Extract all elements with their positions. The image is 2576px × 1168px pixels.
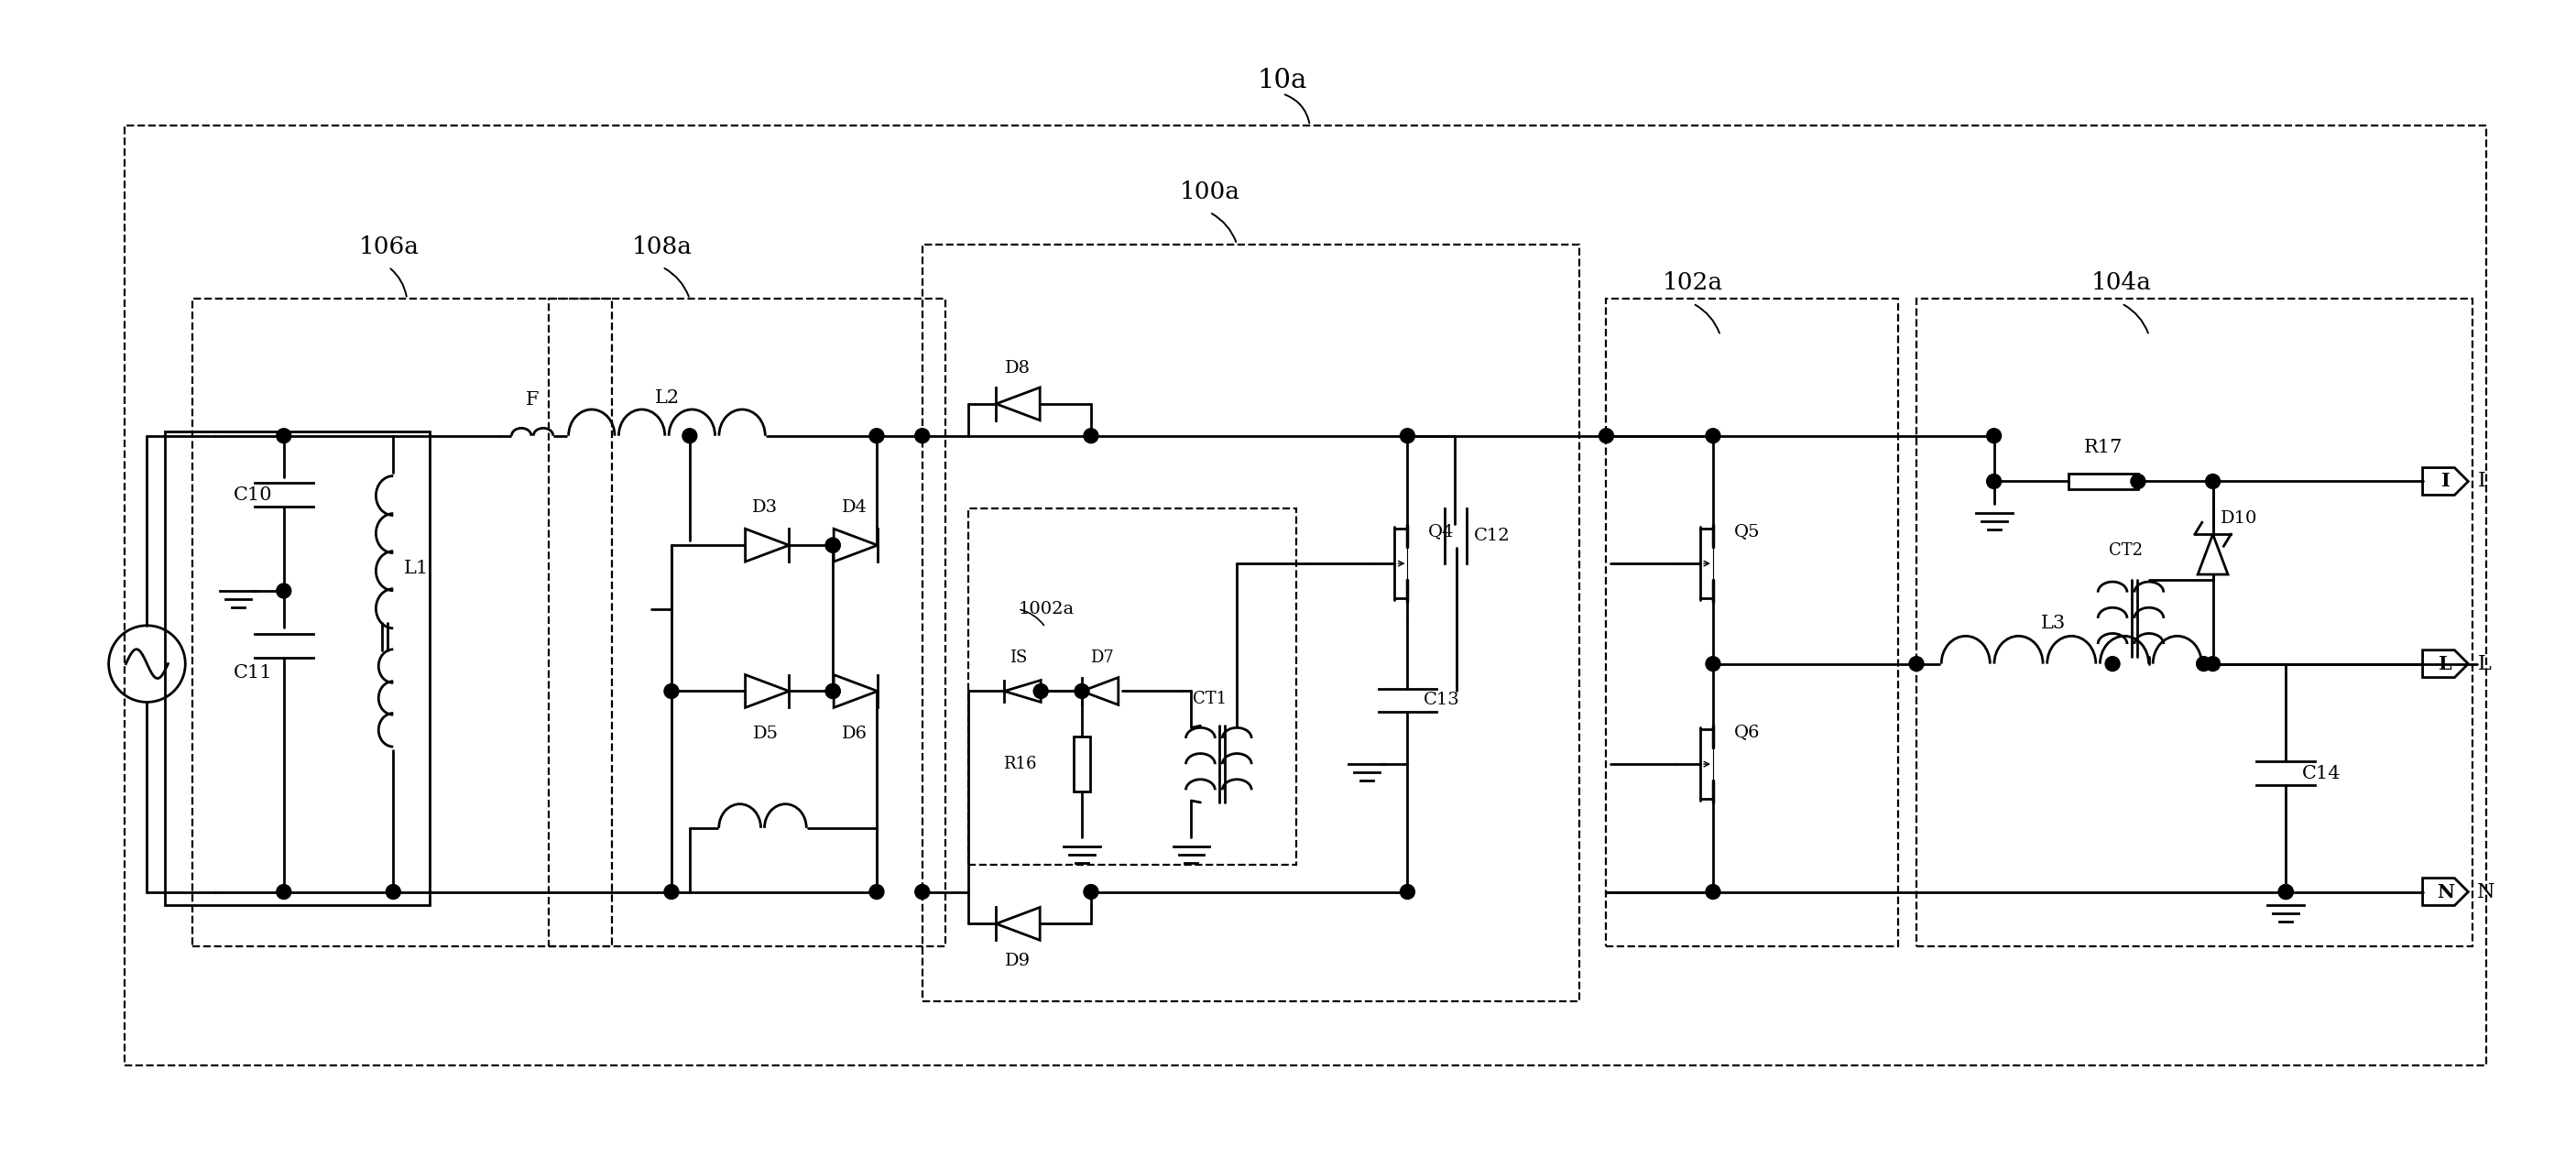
Circle shape (1986, 429, 2002, 443)
Circle shape (1909, 656, 1924, 672)
Circle shape (1074, 684, 1090, 698)
Bar (1917, 299, 2473, 946)
Text: I: I (2478, 472, 2486, 492)
Polygon shape (2421, 651, 2468, 677)
Circle shape (2130, 474, 2146, 488)
Text: D8: D8 (1005, 360, 1030, 376)
Circle shape (1033, 684, 1048, 698)
Circle shape (2205, 474, 2221, 488)
Circle shape (1705, 656, 1721, 672)
Text: Q5: Q5 (1734, 523, 1759, 540)
Polygon shape (835, 675, 878, 708)
Circle shape (914, 429, 930, 443)
Circle shape (868, 429, 884, 443)
Circle shape (2105, 656, 2120, 672)
Text: L: L (2478, 654, 2491, 674)
Polygon shape (2197, 534, 2228, 575)
Text: 10a: 10a (1257, 68, 1309, 93)
Circle shape (1986, 474, 2002, 488)
Bar (969, 509, 1296, 864)
Text: N: N (2437, 883, 2455, 901)
Circle shape (665, 884, 677, 899)
Circle shape (1705, 884, 1721, 899)
Circle shape (824, 538, 840, 552)
Polygon shape (997, 908, 1041, 940)
Circle shape (276, 429, 291, 443)
Polygon shape (2421, 878, 2468, 905)
Bar (1074, 737, 1090, 792)
Circle shape (824, 538, 840, 552)
Text: D9: D9 (1005, 953, 1030, 969)
Bar (165, 431, 430, 905)
Polygon shape (2421, 467, 2468, 495)
Circle shape (276, 584, 291, 598)
Circle shape (2197, 656, 2210, 672)
Circle shape (2280, 884, 2293, 899)
Text: N: N (2478, 882, 2496, 902)
Text: D10: D10 (2221, 510, 2257, 527)
Circle shape (1084, 884, 1097, 899)
Text: 104a: 104a (2092, 271, 2151, 294)
Polygon shape (744, 675, 788, 708)
Circle shape (683, 429, 698, 443)
Circle shape (2280, 884, 2293, 899)
Circle shape (868, 884, 884, 899)
Text: IS: IS (1010, 649, 1028, 666)
Bar (549, 299, 945, 946)
Text: C10: C10 (234, 486, 273, 503)
Text: 106a: 106a (358, 235, 420, 258)
Bar (1607, 299, 1899, 946)
Text: R17: R17 (2084, 438, 2123, 456)
Text: D7: D7 (1090, 649, 1113, 666)
Text: I: I (2442, 472, 2450, 491)
Text: 100a: 100a (1180, 180, 1239, 203)
Circle shape (824, 684, 840, 698)
Text: 1002a: 1002a (1018, 600, 1074, 618)
Text: L1: L1 (404, 559, 430, 577)
Circle shape (2205, 656, 2221, 672)
Text: D4: D4 (842, 500, 868, 516)
Circle shape (1401, 429, 1414, 443)
Circle shape (665, 684, 677, 698)
Polygon shape (1082, 677, 1118, 704)
Circle shape (1705, 429, 1721, 443)
Text: D6: D6 (842, 725, 868, 743)
Circle shape (1600, 429, 1613, 443)
Text: Q4: Q4 (1430, 523, 1455, 540)
Text: C11: C11 (234, 665, 273, 682)
Circle shape (276, 884, 291, 899)
Text: L: L (2439, 654, 2452, 673)
Text: 108a: 108a (631, 235, 693, 258)
Bar (922, 244, 1579, 1001)
Polygon shape (1005, 680, 1041, 702)
Text: L3: L3 (2040, 614, 2066, 632)
Text: Q6: Q6 (1734, 724, 1759, 741)
Circle shape (824, 684, 840, 698)
Text: CT1: CT1 (1193, 691, 1226, 708)
Polygon shape (744, 529, 788, 562)
Text: C12: C12 (1473, 528, 1510, 544)
Bar (2069, 473, 2138, 489)
Polygon shape (835, 529, 878, 562)
Text: L2: L2 (654, 389, 680, 406)
Text: 102a: 102a (1662, 271, 1723, 294)
Text: C13: C13 (1425, 693, 1461, 709)
Bar (124, 126, 2486, 1065)
Polygon shape (997, 388, 1041, 420)
Circle shape (1084, 429, 1097, 443)
Text: R16: R16 (1002, 756, 1036, 772)
Circle shape (914, 884, 930, 899)
Circle shape (386, 884, 399, 899)
Text: C14: C14 (2303, 765, 2342, 781)
Circle shape (1401, 884, 1414, 899)
Text: F: F (526, 391, 538, 409)
Text: D3: D3 (752, 500, 778, 516)
Text: CT2: CT2 (2110, 542, 2143, 559)
Bar (193, 299, 613, 946)
Text: D5: D5 (752, 725, 778, 743)
